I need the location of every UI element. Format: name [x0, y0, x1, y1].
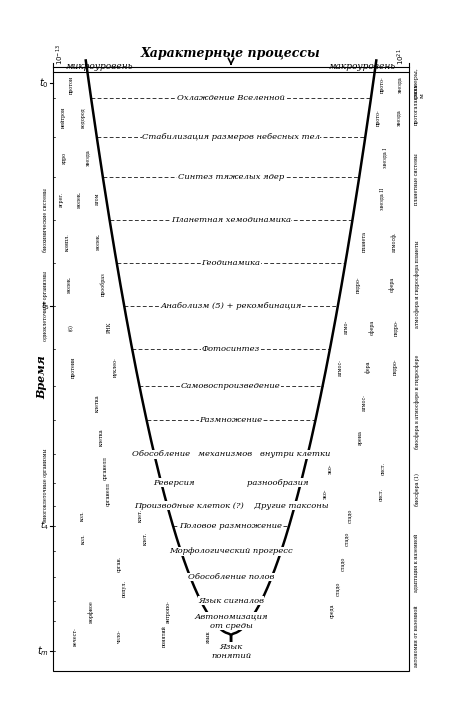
Text: нейтрон: нейтрон — [61, 107, 66, 128]
Text: эко-: эко- — [328, 463, 333, 474]
Text: кол.: кол. — [81, 533, 86, 544]
Text: $t_0$: $t_0$ — [39, 76, 49, 90]
Text: Планетная хемодинамика: Планетная хемодинамика — [171, 216, 291, 224]
Text: сфера: сфера — [390, 276, 395, 292]
Text: биохимические системы: биохимические системы — [43, 189, 48, 252]
Text: Обособление   механизмов   внутри клетки: Обособление механизмов внутри клетки — [132, 450, 330, 458]
Text: протеин: протеин — [71, 356, 76, 378]
Text: протогалактика: протогалактика — [414, 84, 419, 125]
Text: молек.: молек. — [96, 233, 101, 251]
Text: органелл: органелл — [106, 482, 111, 506]
Text: Геодинамика: Геодинамика — [202, 259, 260, 267]
Text: $10^{21}$: $10^{21}$ — [396, 48, 407, 65]
Text: $t_4$: $t_4$ — [40, 519, 49, 532]
Text: молек.: молек. — [77, 190, 82, 207]
Text: прообраз: прообраз — [101, 273, 106, 297]
Text: планетные системы: планетные системы — [414, 153, 419, 204]
Text: $t_5$: $t_5$ — [40, 300, 49, 312]
Text: среда: среда — [330, 604, 335, 618]
Text: арена: арена — [358, 430, 363, 444]
Text: биосфера в атмосфере и гидросфере: биосфера в атмосфере и гидросфере — [414, 354, 420, 449]
Text: ядро: ядро — [62, 151, 67, 163]
Text: Производные клеток (?)    Другие таксоны: Производные клеток (?) Другие таксоны — [134, 502, 328, 510]
Text: (6): (6) — [69, 324, 74, 330]
Text: атом: атом — [95, 192, 100, 205]
Text: микроуровень: микроуровень — [66, 62, 133, 71]
Text: звезда: звезда — [398, 76, 403, 93]
Text: Стабилизация размеров небесных тел: Стабилизация размеров небесных тел — [142, 133, 320, 142]
Text: компл.: компл. — [65, 233, 70, 251]
Text: Анаболизм (5) + рекомбинация: Анаболизм (5) + рекомбинация — [160, 302, 302, 310]
Text: гидро-: гидро- — [394, 319, 399, 336]
Text: стадо: стадо — [341, 557, 346, 571]
Text: язык: язык — [206, 630, 211, 642]
Text: Размножение: Размножение — [199, 416, 263, 424]
Text: размеры,
м: размеры, м — [414, 67, 425, 98]
Text: органелл: органелл — [103, 456, 108, 480]
Text: звезда: звезда — [86, 149, 91, 166]
Text: антропо-: антропо- — [165, 600, 170, 623]
Text: прото-: прото- — [380, 76, 385, 93]
Text: автономия от наземной: автономия от наземной — [414, 606, 419, 667]
Text: Фотосинтез: Фотосинтез — [202, 345, 260, 353]
Text: $10^{-13}$: $10^{-13}$ — [55, 44, 66, 65]
Text: клет.: клет. — [143, 532, 148, 545]
Text: Охлаждение Вселенной: Охлаждение Вселенной — [177, 94, 285, 102]
Text: атмос-: атмос- — [362, 395, 367, 411]
Text: $t_m$: $t_m$ — [37, 644, 49, 658]
Text: Время: Время — [36, 355, 47, 399]
Text: Язык сигналов: Язык сигналов — [198, 597, 264, 605]
Text: Половое размножение: Половое размножение — [179, 521, 283, 530]
Text: понятий: понятий — [162, 626, 167, 647]
Text: звезда II: звезда II — [380, 188, 385, 210]
Text: орган.: орган. — [116, 556, 121, 572]
Text: гидро-: гидро- — [356, 276, 361, 293]
Text: биосфера (1): биосфера (1) — [414, 474, 419, 506]
Text: морфное: морфное — [88, 600, 94, 623]
Text: фера: фера — [365, 361, 371, 374]
Text: протон: протон — [68, 76, 73, 94]
Text: стадо: стадо — [336, 582, 341, 596]
Text: Реверсия                    разнообразия: Реверсия разнообразия — [153, 479, 309, 487]
Text: нуклео-: нуклео- — [112, 357, 117, 377]
Text: Характерные процессы: Характерные процессы — [141, 48, 321, 60]
Text: водород: водород — [81, 107, 86, 128]
Text: гидро-: гидро- — [393, 359, 398, 375]
Text: атмосф.: атмосф. — [391, 231, 397, 252]
Text: молек.: молек. — [67, 276, 72, 293]
Text: многоклеточные организмы: многоклеточные организмы — [43, 449, 48, 523]
Text: Самовоспроизведение: Самовоспроизведение — [181, 382, 281, 390]
Text: РНК: РНК — [107, 322, 112, 333]
Text: Язык
понятий: Язык понятий — [211, 642, 251, 660]
Text: звезда: звезда — [396, 109, 401, 126]
Text: вечест-: вечест- — [72, 627, 77, 646]
Text: прото-: прото- — [376, 109, 381, 126]
Text: адаптация к наземной: адаптация к наземной — [414, 534, 419, 593]
Text: стадо: стадо — [348, 508, 353, 523]
Text: кол.: кол. — [80, 510, 85, 521]
Text: агрег.: агрег. — [59, 191, 64, 207]
Text: клетка: клетка — [99, 428, 104, 446]
Text: стадо: стадо — [345, 531, 350, 546]
Text: чело-: чело- — [117, 629, 122, 643]
Text: эко-: эко- — [323, 489, 328, 500]
Text: атмос-: атмос- — [338, 359, 343, 376]
Text: Синтез тяжелых ядер: Синтез тяжелых ядер — [178, 174, 284, 181]
Text: попул.: попул. — [121, 580, 126, 598]
Text: клетка: клетка — [95, 394, 100, 412]
Text: звезда I: звезда I — [383, 148, 388, 168]
Text: планета: планета — [361, 231, 366, 252]
Text: сфера: сфера — [369, 320, 375, 335]
Text: атмо-: атмо- — [344, 320, 349, 334]
Text: атмосфера и гидросфера планеты: атмосфера и гидросфера планеты — [414, 240, 420, 328]
Text: клет.: клет. — [138, 509, 143, 522]
Text: Обособление полов: Обособление полов — [188, 573, 274, 581]
Text: Автономизация
от среды: Автономизация от среды — [194, 613, 268, 630]
Text: сист.: сист. — [379, 487, 384, 500]
Text: одноклеточные организмы: одноклеточные организмы — [43, 271, 48, 341]
Text: макроуровень: макроуровень — [329, 62, 396, 71]
Text: сист.: сист. — [381, 462, 386, 475]
Text: Морфологический прогресс: Морфологический прогресс — [169, 547, 293, 555]
